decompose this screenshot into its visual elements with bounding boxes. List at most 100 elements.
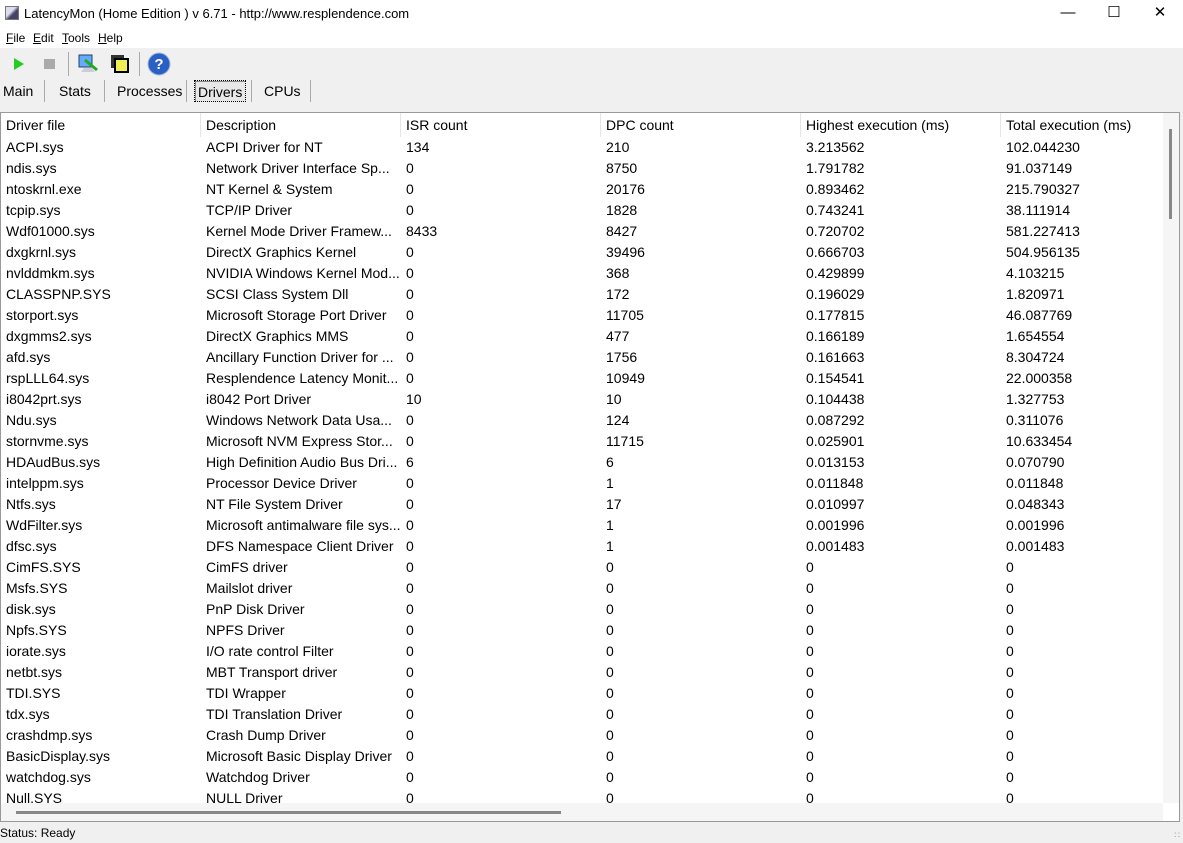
column-header[interactable]: Total execution (ms)	[1001, 113, 1179, 137]
table-row[interactable]: Null.SYS NULL Driver 0 0 0 0	[1, 788, 1161, 809]
table-cell: CimFS driver	[206, 559, 288, 575]
tab-stats[interactable]: Stats	[59, 83, 91, 99]
table-row[interactable]: TDI.SYS TDI Wrapper 0 0 0 0	[1, 683, 1161, 704]
table-cell: High Definition Audio Bus Dri...	[206, 454, 398, 470]
analyze-icon[interactable]	[76, 52, 100, 76]
tab-main[interactable]: Main	[3, 83, 34, 99]
table-row[interactable]: Ndu.sys Windows Network Data Usa... 0 124 0.…	[1, 410, 1161, 431]
help-icon[interactable]: ?	[147, 52, 171, 76]
table-cell: 0	[406, 622, 414, 638]
table-cell: Mailslot driver	[206, 580, 293, 596]
table-row[interactable]: dxgmms2.sys DirectX Graphics MMS 0 477 0.166…	[1, 326, 1161, 347]
table-row[interactable]: i8042prt.sys i8042 Port Driver 10 10 0.10443…	[1, 389, 1161, 410]
table-row[interactable]: netbt.sys MBT Transport driver 0 0 0 0	[1, 662, 1161, 683]
table-row[interactable]: ntoskrnl.exe NT Kernel & System 0 20176 0.89…	[1, 179, 1161, 200]
table-cell: 0	[1006, 601, 1014, 617]
column-header[interactable]: Description	[201, 113, 401, 137]
table-row[interactable]: afd.sys Ancillary Function Driver for ...…	[1, 347, 1161, 368]
table-cell: ndis.sys	[6, 160, 57, 176]
column-header[interactable]: DPC count	[601, 113, 801, 137]
column-header[interactable]: ISR count	[401, 113, 601, 137]
table-row[interactable]: ACPI.sys ACPI Driver for NT 134 210 3.213562…	[1, 137, 1161, 158]
table-cell: Msfs.SYS	[6, 580, 68, 596]
table-cell: ntoskrnl.exe	[6, 181, 82, 197]
menu-file[interactable]: File	[6, 31, 26, 45]
table-cell: Npfs.SYS	[6, 622, 67, 638]
table-cell: CimFS.SYS	[6, 559, 81, 575]
table-cell: 1	[606, 538, 614, 554]
table-row[interactable]: HDAudBus.sys High Definition Audio Bus Dr…	[1, 452, 1161, 473]
vertical-scrollbar[interactable]	[1163, 113, 1179, 803]
table-cell: Resplendence Latency Monit...	[206, 370, 399, 386]
column-header[interactable]: Driver file	[1, 113, 201, 137]
table-cell: 0	[806, 706, 814, 722]
play-icon[interactable]	[6, 52, 30, 76]
table-cell: 0.743241	[806, 202, 865, 218]
table-row[interactable]: dfsc.sys DFS Namespace Client Driver 0 1 0.0…	[1, 536, 1161, 557]
table-row[interactable]: CLASSPNP.SYS SCSI Class System Dll 0 172 0.1…	[1, 284, 1161, 305]
column-header[interactable]: Highest execution (ms)	[801, 113, 1001, 137]
menu-edit[interactable]: Edit	[33, 31, 54, 45]
table-row[interactable]: stornvme.sys Microsoft NVM Express Stor..…	[1, 431, 1161, 452]
table-row[interactable]: nvlddmkm.sys NVIDIA Windows Kernel Mod...…	[1, 263, 1161, 284]
table-cell: 0	[806, 748, 814, 764]
table-cell: 0	[806, 580, 814, 596]
table-row[interactable]: dxgkrnl.sys DirectX Graphics Kernel 0 39496…	[1, 242, 1161, 263]
table-cell: 10.633454	[1006, 433, 1073, 449]
table-row[interactable]: Npfs.SYS NPFS Driver 0 0 0 0	[1, 620, 1161, 641]
tab-processes[interactable]: Processes	[117, 83, 183, 99]
table-cell: 0	[406, 580, 414, 596]
table-cell: dxgmms2.sys	[6, 328, 92, 344]
table-cell: 0	[1006, 580, 1014, 596]
table-cell: 0.001483	[1006, 538, 1065, 554]
table-row[interactable]: CimFS.SYS CimFS driver 0 0 0 0	[1, 557, 1161, 578]
table-row[interactable]: ndis.sys Network Driver Interface Sp... 0 8…	[1, 158, 1161, 179]
table-cell: 0	[406, 727, 414, 743]
table-cell: 1.791782	[806, 160, 865, 176]
table-row[interactable]: BasicDisplay.sys Microsoft Basic Display …	[1, 746, 1161, 767]
minimize-button[interactable]: —	[1060, 4, 1076, 21]
table-cell: dxgkrnl.sys	[6, 244, 77, 260]
horizontal-scroll-thumb[interactable]	[16, 811, 561, 814]
table-cell: BasicDisplay.sys	[6, 748, 110, 764]
table-row[interactable]: WdFilter.sys Microsoft antimalware file s…	[1, 515, 1161, 536]
table-cell: 134	[406, 139, 430, 155]
table-row[interactable]: intelppm.sys Processor Device Driver 0 1 0.0…	[1, 473, 1161, 494]
menu-help[interactable]: Help	[98, 31, 123, 45]
table-cell: HDAudBus.sys	[6, 454, 101, 470]
table-row[interactable]: iorate.sys I/O rate control Filter 0 0 0 0	[1, 641, 1161, 662]
table-row[interactable]: Ntfs.sys NT File System Driver 0 17 0.010997…	[1, 494, 1161, 515]
table-cell: 0	[1006, 664, 1014, 680]
table-cell: 0	[406, 286, 414, 302]
table-cell: 102.044230	[1006, 139, 1080, 155]
table-row[interactable]: tcpip.sys TCP/IP Driver 0 1828 0.743241 38.11…	[1, 200, 1161, 221]
table-cell: tcpip.sys	[6, 202, 61, 218]
table-row[interactable]: Msfs.SYS Mailslot driver 0 0 0 0	[1, 578, 1161, 599]
vertical-scroll-thumb[interactable]	[1169, 129, 1172, 219]
table-row[interactable]: tdx.sys TDI Translation Driver 0 0 0 0	[1, 704, 1161, 725]
table-cell: 1756	[606, 349, 638, 365]
tab-cpus[interactable]: CPUs	[264, 83, 301, 99]
table-cell: 91.037149	[1006, 160, 1073, 176]
close-button[interactable]: ✕	[1153, 4, 1167, 21]
tab-drivers[interactable]: Drivers	[194, 80, 247, 102]
horizontal-scrollbar[interactable]	[1, 803, 1163, 821]
maximize-button[interactable]: ☐	[1107, 4, 1121, 21]
table-cell: 1	[606, 517, 614, 533]
table-row[interactable]: crashdmp.sys Crash Dump Driver 0 0 0 0	[1, 725, 1161, 746]
table-cell: DirectX Graphics Kernel	[206, 244, 357, 260]
table-row[interactable]: rspLLL64.sys Resplendence Latency Monit..…	[1, 368, 1161, 389]
table-cell: 0	[406, 517, 414, 533]
table-row[interactable]: Wdf01000.sys Kernel Mode Driver Framew...…	[1, 221, 1161, 242]
table-row[interactable]: disk.sys PnP Disk Driver 0 0 0 0	[1, 599, 1161, 620]
windows-icon[interactable]	[108, 52, 132, 76]
table-cell: 0	[1006, 559, 1014, 575]
table-cell: 3.213562	[806, 139, 865, 155]
menu-bar: File Edit Tools Help	[0, 28, 1183, 48]
stop-icon[interactable]	[38, 52, 62, 76]
table-row[interactable]: watchdog.sys Watchdog Driver 0 0 0 0	[1, 767, 1161, 788]
table-cell: 581.227413	[1006, 223, 1080, 239]
resize-grip[interactable]: ∷	[1174, 830, 1180, 840]
menu-tools[interactable]: Tools	[62, 31, 91, 45]
table-row[interactable]: storport.sys Microsoft Storage Port Drive…	[1, 305, 1161, 326]
